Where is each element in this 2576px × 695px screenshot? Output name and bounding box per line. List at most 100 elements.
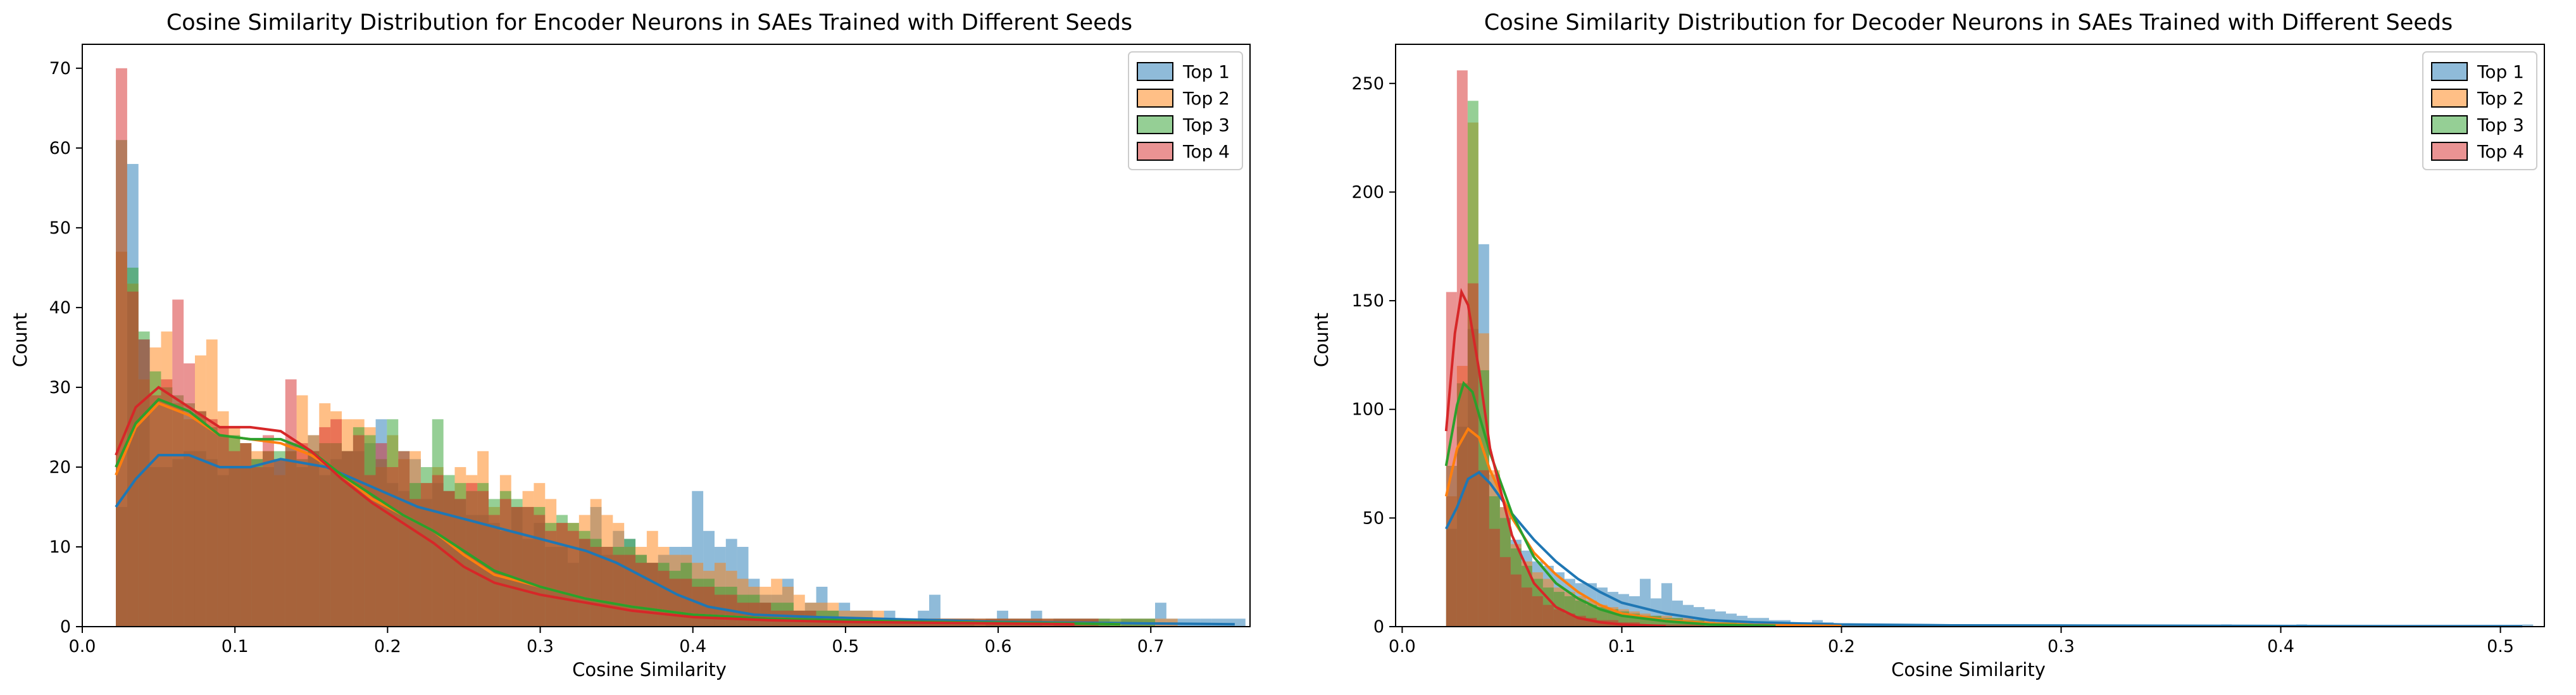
kde-line-top-1 bbox=[115, 454, 1235, 626]
encoder-histogram-panel: Cosine Similarity Distribution for Encod… bbox=[9, 10, 1251, 680]
histogram-bar bbox=[353, 435, 365, 627]
histogram-bar bbox=[1542, 604, 1554, 627]
x-tick-label: 0.4 bbox=[679, 637, 706, 656]
histogram-bar bbox=[1456, 70, 1468, 627]
histogram-bar bbox=[308, 451, 320, 627]
x-tick-label: 0.5 bbox=[2487, 637, 2514, 656]
y-tick-label: 0 bbox=[1373, 617, 1384, 637]
histogram-bar bbox=[1521, 587, 1532, 627]
histogram-bar bbox=[2522, 624, 2534, 627]
kde-line-top-1 bbox=[1445, 470, 2523, 628]
kde-line-top-4 bbox=[115, 385, 1075, 626]
kde-line-top-3 bbox=[1444, 380, 1776, 627]
legend-swatch bbox=[1137, 89, 1173, 108]
x-tick-label: 0.4 bbox=[2267, 637, 2294, 656]
histogram-bar bbox=[534, 515, 546, 627]
series-bars-top-3 bbox=[1446, 101, 1812, 627]
histogram-bar bbox=[1532, 596, 1543, 627]
x-axis-label: Cosine Similarity bbox=[1891, 659, 2046, 680]
legend-swatch bbox=[2431, 115, 2468, 134]
histogram-bar bbox=[1693, 624, 1704, 627]
histogram-bar bbox=[1661, 583, 1672, 627]
x-tick-label: 0.0 bbox=[1389, 637, 1416, 656]
y-axis-label: Count bbox=[9, 313, 31, 367]
histogram-bar bbox=[578, 539, 591, 627]
histogram-bar bbox=[240, 443, 252, 627]
histogram-bar bbox=[1478, 470, 1489, 627]
x-tick-label: 0.7 bbox=[1137, 637, 1165, 656]
histogram-bar bbox=[658, 570, 670, 627]
y-axis-label: Count bbox=[1311, 313, 1332, 367]
legend-label: Top 4 bbox=[2477, 141, 2524, 162]
kde-line-top-4 bbox=[1444, 287, 1666, 627]
histogram-bar bbox=[1510, 574, 1522, 627]
legend-swatch bbox=[1137, 142, 1173, 161]
y-tick-label: 20 bbox=[49, 458, 71, 477]
histogram-bar bbox=[285, 379, 297, 627]
histogram-bar bbox=[127, 291, 139, 627]
histogram-bar bbox=[1682, 624, 1694, 627]
legend-label: Top 1 bbox=[1182, 61, 1230, 82]
chart-title: Cosine Similarity Distribution for Encod… bbox=[166, 10, 1132, 35]
histogram-bar bbox=[1661, 624, 1672, 627]
x-tick-label: 0.3 bbox=[2048, 637, 2075, 656]
histogram-bar bbox=[263, 435, 274, 627]
histogram-bar bbox=[737, 603, 749, 627]
histogram-bar bbox=[184, 363, 195, 627]
axes-frame bbox=[1395, 44, 2545, 627]
histogram-bar bbox=[375, 443, 387, 627]
legend-swatch bbox=[2431, 62, 2468, 81]
histogram-bar bbox=[1467, 283, 1479, 627]
legend-swatch bbox=[1137, 115, 1173, 134]
histogram-bar bbox=[646, 563, 658, 627]
histogram-bar bbox=[138, 339, 150, 627]
histogram-bar bbox=[410, 499, 421, 627]
histogram-bar bbox=[1553, 609, 1565, 627]
histogram-bar bbox=[443, 491, 455, 627]
x-tick-label: 0.2 bbox=[374, 637, 401, 656]
histogram-bar bbox=[556, 523, 568, 627]
x-tick-label: 0.1 bbox=[1608, 637, 1635, 656]
histogram-bar bbox=[172, 299, 184, 627]
histogram-bar bbox=[477, 491, 489, 627]
y-tick-label: 100 bbox=[1351, 400, 1384, 420]
histogram-bar bbox=[669, 579, 681, 627]
histogram-bar bbox=[273, 459, 285, 627]
legend-swatch bbox=[2431, 142, 2468, 161]
plot-area bbox=[115, 68, 1246, 627]
histogram-bar bbox=[217, 427, 229, 627]
legend: Top 1 Top 2 Top 3 Top 4 bbox=[2422, 51, 2537, 170]
y-tick-label: 50 bbox=[49, 218, 71, 238]
series-bars-top-1 bbox=[1446, 244, 2534, 627]
histogram-bar bbox=[364, 475, 376, 627]
chart-title: Cosine Similarity Distribution for Decod… bbox=[1484, 10, 2453, 35]
plot-area bbox=[1444, 70, 2534, 628]
histogram-bar bbox=[1489, 529, 1500, 627]
series-bars-top-4 bbox=[1446, 70, 1704, 627]
histogram-bar bbox=[116, 68, 127, 627]
histogram-bar bbox=[398, 451, 410, 627]
axes-frame bbox=[82, 44, 1251, 627]
histogram-bar bbox=[228, 451, 241, 627]
histogram-bar bbox=[511, 506, 523, 627]
histogram-bar bbox=[319, 427, 331, 627]
y-tick-label: 70 bbox=[49, 59, 71, 78]
histogram-bar bbox=[161, 379, 173, 627]
decoder-histogram-panel: Cosine Similarity Distribution for Decod… bbox=[1311, 10, 2545, 680]
legend-label: Top 2 bbox=[2477, 88, 2524, 109]
y-tick-label: 60 bbox=[49, 139, 71, 158]
legend-frame bbox=[1128, 51, 1243, 170]
histogram-bar bbox=[545, 530, 557, 627]
histogram-bar bbox=[149, 395, 161, 627]
legend-label: Top 2 bbox=[1182, 88, 1230, 109]
legend-label: Top 3 bbox=[2477, 115, 2524, 135]
histogram-bar bbox=[330, 419, 342, 627]
histogram-bar bbox=[1200, 618, 1212, 627]
histogram-bar bbox=[1211, 618, 1223, 627]
histogram-bar bbox=[387, 466, 399, 627]
histogram-bar bbox=[1446, 292, 1457, 627]
y-tick-label: 200 bbox=[1351, 182, 1384, 202]
histogram-bar bbox=[251, 466, 263, 627]
